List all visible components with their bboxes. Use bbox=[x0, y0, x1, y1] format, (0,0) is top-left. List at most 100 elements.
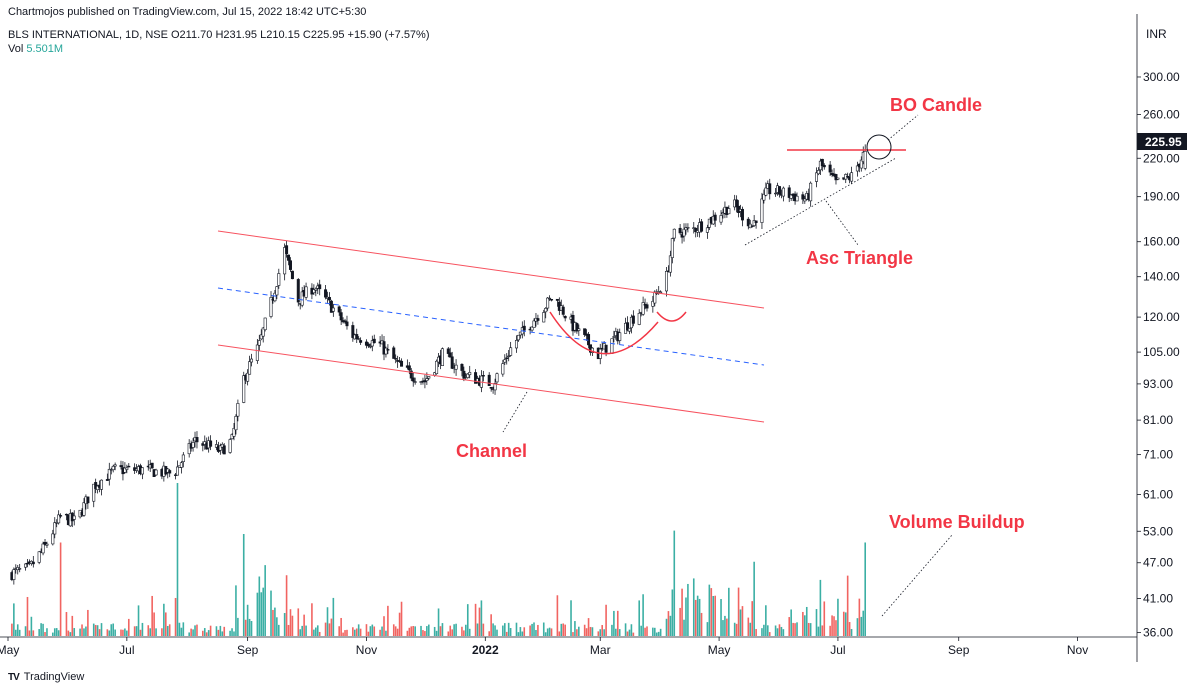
candle-body bbox=[392, 347, 396, 359]
candle-body bbox=[364, 341, 368, 346]
volume-bar bbox=[274, 607, 276, 636]
volume-bar bbox=[396, 628, 399, 636]
volume-bar bbox=[496, 629, 498, 636]
volume-bar bbox=[18, 629, 21, 636]
volume-bar bbox=[106, 629, 109, 636]
time-tick-label: Mar bbox=[590, 643, 611, 657]
volume-bar bbox=[344, 630, 346, 636]
volume-bar bbox=[126, 630, 128, 636]
publisher-line: Chartmojos published on TradingView.com,… bbox=[8, 6, 367, 18]
volume-bar bbox=[708, 584, 711, 636]
volume-bar bbox=[780, 626, 783, 636]
volume-bar bbox=[163, 603, 165, 636]
cup-curve bbox=[549, 311, 659, 355]
volume-bar bbox=[642, 594, 644, 636]
candle-body bbox=[394, 358, 398, 360]
volume-bar bbox=[611, 624, 613, 636]
price-tick-label: 53.00 bbox=[1143, 524, 1173, 538]
volume-bar bbox=[233, 631, 235, 636]
candle-body bbox=[814, 172, 818, 182]
candle-body bbox=[51, 533, 55, 545]
candle-body bbox=[555, 298, 559, 301]
volume-bar bbox=[114, 629, 116, 636]
volume-bar bbox=[858, 598, 861, 636]
volume-bar bbox=[194, 625, 196, 636]
price-tick-label: 160.00 bbox=[1143, 235, 1180, 249]
volume-bar bbox=[591, 627, 594, 636]
candle-body bbox=[288, 260, 292, 270]
candle-body bbox=[427, 376, 431, 379]
candle-body bbox=[413, 381, 417, 383]
volume-bar bbox=[741, 606, 744, 636]
volume-bar bbox=[441, 623, 444, 636]
candle-body bbox=[43, 541, 47, 545]
candle-body bbox=[801, 194, 805, 200]
volume-bar bbox=[408, 627, 411, 636]
volume-bar bbox=[235, 585, 237, 636]
volume-bar bbox=[835, 620, 837, 636]
volume-bar bbox=[630, 624, 633, 636]
volume-bar bbox=[560, 623, 563, 636]
volume-bar bbox=[765, 605, 767, 636]
price-tick-label: 220.00 bbox=[1143, 151, 1180, 165]
handle-curve bbox=[656, 311, 687, 322]
volume-bar bbox=[805, 606, 808, 636]
candle-body bbox=[150, 462, 154, 469]
candle-body bbox=[168, 470, 172, 474]
volume-bar bbox=[276, 617, 278, 636]
candle-body bbox=[140, 467, 144, 475]
candle-body bbox=[123, 467, 127, 473]
volume-bar bbox=[644, 627, 646, 636]
volume-bar bbox=[24, 626, 27, 636]
volume-bar bbox=[749, 622, 752, 636]
candle-body bbox=[561, 306, 565, 315]
volume-bar bbox=[381, 626, 383, 636]
volume-bar bbox=[287, 624, 290, 636]
candle-body bbox=[255, 344, 259, 361]
candle-body bbox=[82, 502, 86, 516]
volume-bar bbox=[352, 627, 354, 636]
volume-bar bbox=[202, 630, 204, 636]
price-tick-label: 120.00 bbox=[1143, 310, 1180, 324]
volume-bar bbox=[231, 628, 233, 636]
volume-bar bbox=[52, 632, 54, 636]
volume-bar bbox=[332, 597, 335, 636]
candle-body bbox=[446, 348, 450, 354]
volume-bar bbox=[735, 623, 738, 636]
volume-bar bbox=[465, 624, 467, 636]
volume-bar bbox=[451, 629, 453, 636]
candle-body bbox=[337, 306, 341, 313]
candle-body bbox=[24, 563, 28, 568]
candle-body bbox=[218, 445, 222, 451]
time-tick-label: Sep bbox=[237, 643, 259, 657]
volume-bar bbox=[112, 623, 115, 636]
channel-leader-line bbox=[502, 391, 528, 433]
volume-bar bbox=[455, 623, 457, 636]
candle-body bbox=[384, 347, 388, 355]
volume-bar bbox=[192, 629, 194, 636]
candle-body bbox=[25, 562, 29, 565]
volume-bar bbox=[587, 618, 590, 636]
volume-bar bbox=[147, 625, 150, 636]
volume-bar bbox=[665, 618, 668, 636]
candle-body bbox=[495, 373, 499, 383]
candle-body bbox=[618, 332, 622, 341]
volume-bar bbox=[221, 631, 224, 636]
candle-body bbox=[462, 370, 466, 379]
volume-bar bbox=[468, 628, 471, 636]
candle-body bbox=[57, 514, 61, 524]
candle-body bbox=[355, 334, 359, 340]
volume-bar bbox=[763, 624, 765, 636]
volume-bar bbox=[44, 632, 46, 636]
candle-body bbox=[750, 225, 754, 227]
candle-body bbox=[285, 245, 289, 254]
volume-bar bbox=[328, 623, 331, 636]
candle-body bbox=[530, 326, 534, 331]
volume-bar bbox=[774, 625, 777, 636]
candle-body bbox=[175, 466, 179, 476]
volume-bar bbox=[437, 608, 440, 636]
candle-body bbox=[331, 307, 335, 312]
asc-triangle-label: Asc Triangle bbox=[806, 248, 913, 268]
volume-bar bbox=[844, 612, 847, 636]
